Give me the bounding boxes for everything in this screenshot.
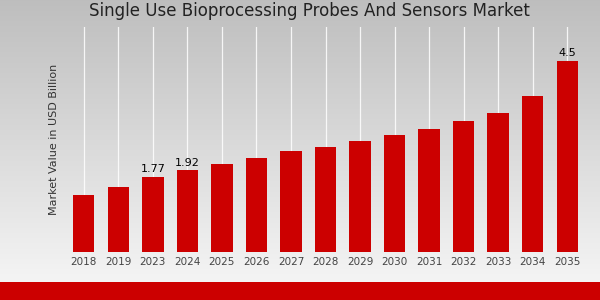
Text: 4.5: 4.5	[559, 48, 576, 58]
Bar	[142, 177, 164, 252]
Bar	[453, 121, 475, 252]
Bar	[522, 96, 544, 252]
Bar	[557, 61, 578, 252]
Bar	[487, 113, 509, 252]
Bar	[315, 147, 336, 252]
Bar	[384, 135, 405, 252]
Text: Single Use Bioprocessing Probes And Sensors Market: Single Use Bioprocessing Probes And Sens…	[89, 2, 530, 20]
Bar	[349, 141, 371, 252]
Text: 1.77: 1.77	[140, 164, 165, 174]
Bar	[176, 170, 198, 252]
Bar	[73, 195, 94, 252]
Text: 1.92: 1.92	[175, 158, 200, 167]
Y-axis label: Market Value in USD Billion: Market Value in USD Billion	[49, 64, 59, 215]
Bar	[418, 129, 440, 252]
Bar	[280, 152, 302, 252]
Bar	[211, 164, 233, 252]
Bar	[246, 158, 267, 252]
Bar	[107, 188, 129, 252]
